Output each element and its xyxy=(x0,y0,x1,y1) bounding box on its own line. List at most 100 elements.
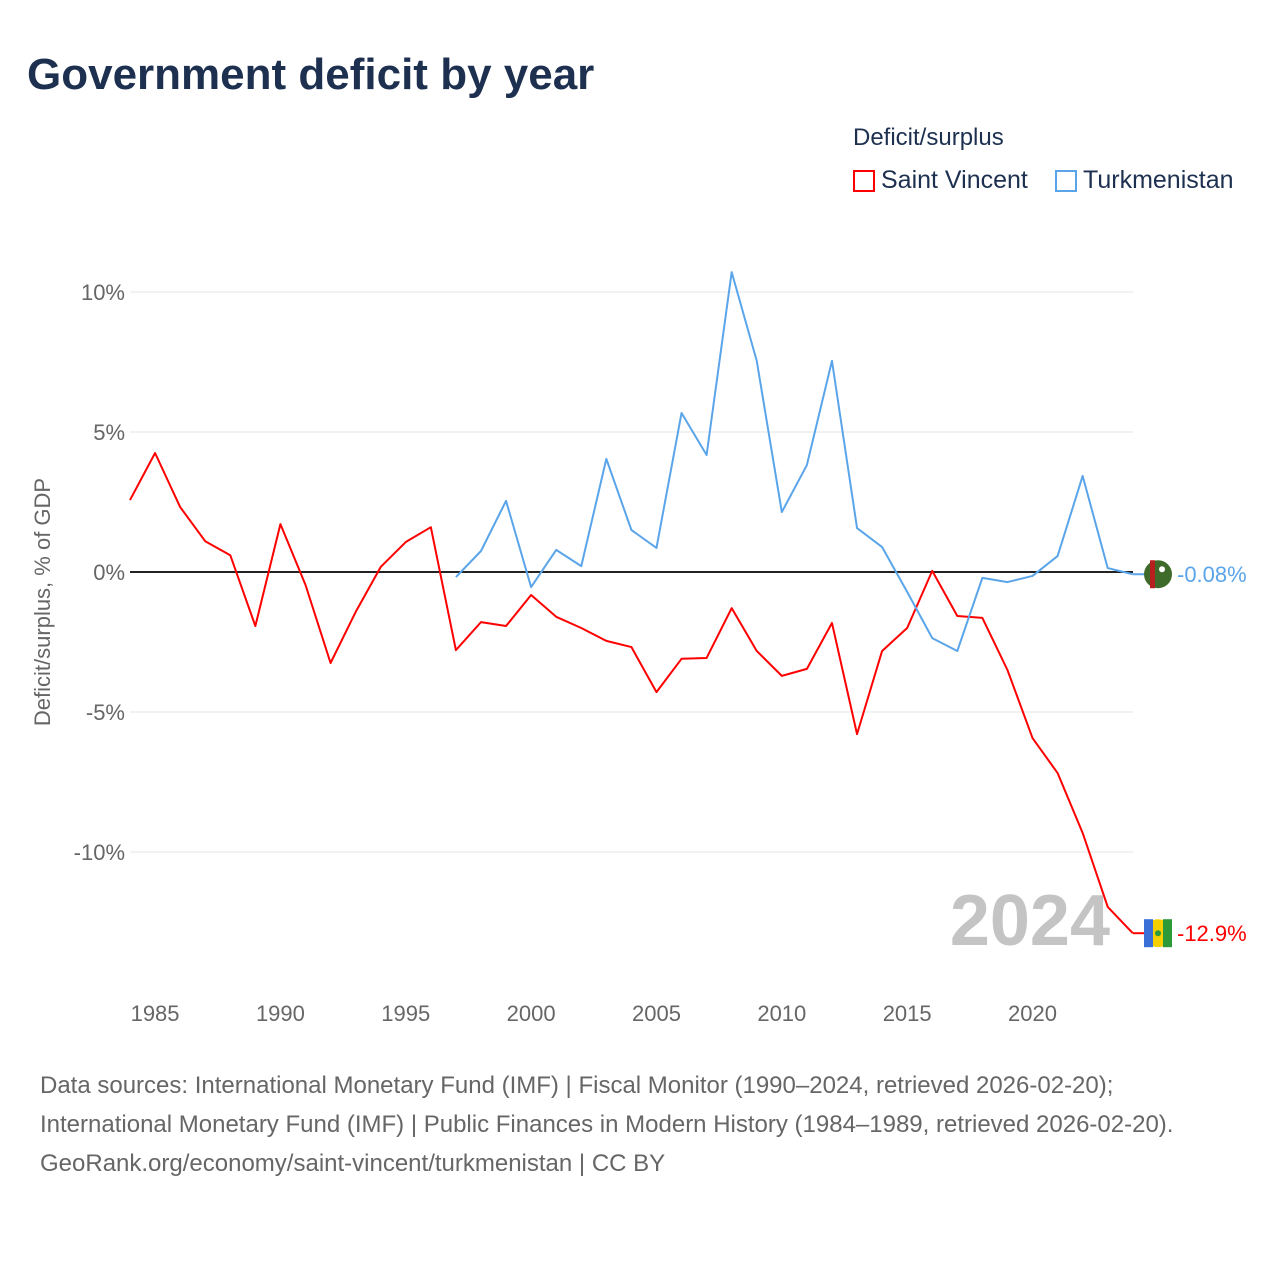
data-point xyxy=(177,504,183,510)
flag-stripe xyxy=(1150,560,1155,589)
y-tick-label: 5% xyxy=(93,420,125,445)
x-tick-label: 2020 xyxy=(1008,1001,1057,1026)
data-point xyxy=(829,358,835,364)
data-point xyxy=(804,666,810,672)
data-point xyxy=(979,615,985,621)
legend-title: Deficit/surplus xyxy=(853,124,1004,151)
chart-title: Government deficit by year xyxy=(27,50,595,99)
data-point xyxy=(428,524,434,530)
data-point xyxy=(879,648,885,654)
data-point xyxy=(904,589,910,595)
end-value-label: -12.9% xyxy=(1177,921,1247,946)
data-point xyxy=(603,638,609,644)
legend-item-turkmenistan[interactable]: Turkmenistan xyxy=(1055,166,1234,195)
data-point xyxy=(378,564,384,570)
legend-label: Saint Vincent xyxy=(881,166,1028,194)
y-tick-label: 0% xyxy=(93,560,125,585)
data-point xyxy=(478,619,484,625)
data-point xyxy=(804,462,810,468)
data-point xyxy=(503,498,509,504)
data-point xyxy=(302,582,308,588)
data-point xyxy=(829,620,835,626)
y-tick-label: -5% xyxy=(86,700,125,725)
x-tick-label: 1985 xyxy=(131,1001,180,1026)
data-point xyxy=(478,548,484,554)
data-point xyxy=(453,574,459,580)
data-sources-text: Data sources: International Monetary Fun… xyxy=(40,1072,1174,1138)
y-axis-label: Deficit/surplus, % of GDP xyxy=(30,478,55,726)
flag-stripe xyxy=(1144,919,1153,948)
data-point xyxy=(754,358,760,364)
data-point xyxy=(679,656,685,662)
flag-stripe xyxy=(1163,919,1172,948)
data-point xyxy=(578,625,584,631)
year-watermark: 2024 xyxy=(950,881,1110,961)
line-chart: 10% 5% 0% -5% -10% 1985 1990 1995 2000 2005 2010 20… xyxy=(30,269,1247,1026)
data-point xyxy=(503,623,509,629)
data-point xyxy=(1004,579,1010,585)
legend-swatch xyxy=(853,169,875,192)
data-point xyxy=(979,575,985,581)
data-point xyxy=(1105,904,1111,910)
data-point xyxy=(1030,573,1036,579)
series-line-saint-vincent xyxy=(129,452,1134,934)
data-point xyxy=(1055,770,1061,776)
data-point xyxy=(202,538,208,544)
data-point xyxy=(653,545,659,551)
data-point xyxy=(779,673,785,679)
end-value-label: -0.08% xyxy=(1177,562,1247,587)
data-point xyxy=(1004,667,1010,673)
data-point xyxy=(679,410,685,416)
data-point xyxy=(729,269,735,275)
data-point xyxy=(252,623,258,629)
data-point xyxy=(1030,735,1036,741)
data-point xyxy=(553,547,559,553)
data-point xyxy=(854,731,860,737)
sources: Data sources: International Monetary Fun… xyxy=(40,1066,1240,1183)
data-point xyxy=(553,614,559,620)
data-point xyxy=(528,592,534,598)
data-point xyxy=(704,655,710,661)
data-point xyxy=(127,497,133,503)
flag-emblem xyxy=(1155,930,1161,937)
y-tick-label: 10% xyxy=(81,280,125,305)
data-point xyxy=(904,625,910,631)
turkmenistan-flag-icon xyxy=(1144,560,1172,589)
data-point xyxy=(653,689,659,695)
data-point xyxy=(453,647,459,653)
data-point xyxy=(1055,553,1061,559)
x-tick-label: 1990 xyxy=(256,1001,305,1026)
data-point xyxy=(929,635,935,641)
data-point xyxy=(1105,565,1111,571)
data-point xyxy=(779,509,785,515)
data-point xyxy=(628,527,634,533)
data-point xyxy=(528,584,534,590)
legend-swatch xyxy=(1055,169,1077,192)
legend-label: Turkmenistan xyxy=(1083,166,1234,194)
data-point xyxy=(729,605,735,611)
data-point xyxy=(603,456,609,462)
data-point xyxy=(328,660,334,666)
flag-crescent xyxy=(1159,566,1165,573)
y-tick-label: -10% xyxy=(74,840,125,865)
data-point xyxy=(1080,830,1086,836)
series-line-turkmenistan xyxy=(455,271,1134,652)
x-tick-label: 2000 xyxy=(507,1001,556,1026)
x-tick-label: 2015 xyxy=(883,1001,932,1026)
data-point xyxy=(277,521,283,527)
data-point xyxy=(754,648,760,654)
data-point xyxy=(929,568,935,574)
x-tick-label: 2010 xyxy=(757,1001,806,1026)
data-point xyxy=(1080,473,1086,479)
data-point xyxy=(879,544,885,550)
data-point xyxy=(628,644,634,650)
data-point xyxy=(152,450,158,456)
x-tick-label: 1995 xyxy=(381,1001,430,1026)
attribution-link[interactable]: GeoRank.org/economy/saint-vincent/turkme… xyxy=(40,1150,666,1177)
data-point xyxy=(954,613,960,619)
data-point xyxy=(704,452,710,458)
data-point xyxy=(854,525,860,531)
data-point xyxy=(227,552,233,558)
legend-item-saint-vincent[interactable]: Saint Vincent xyxy=(853,166,1028,195)
data-point xyxy=(403,539,409,545)
